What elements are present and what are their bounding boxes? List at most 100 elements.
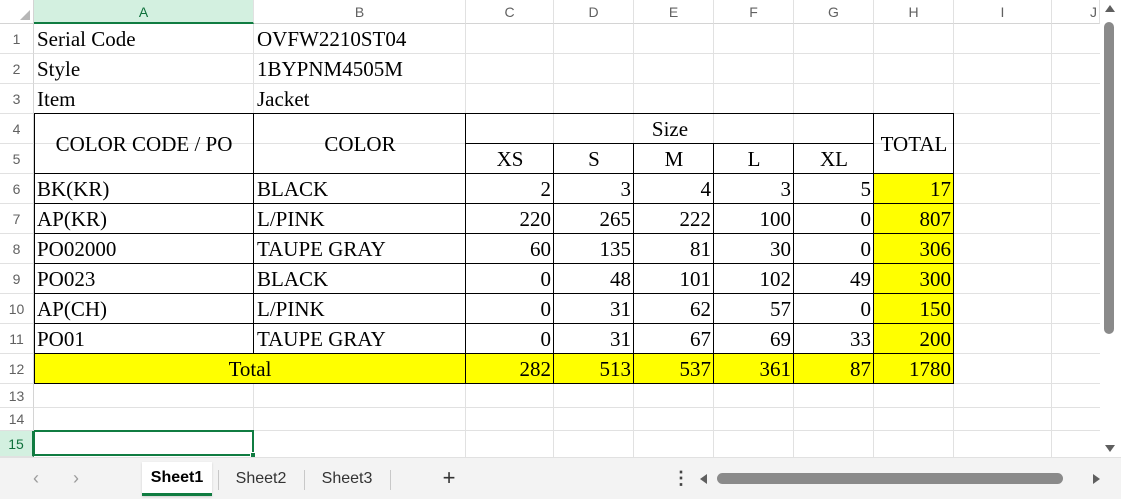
vertical-scroll-thumb[interactable] [1104,22,1114,334]
table-row-code[interactable]: PO02000 [37,236,117,261]
table-row-color[interactable]: L/PINK [257,296,325,321]
table-row-m[interactable]: 101 [679,266,712,291]
row-header-15[interactable]: 15 [0,431,34,457]
row-header-7[interactable]: 7 [0,204,34,234]
cell-style-label[interactable]: Style [37,56,81,81]
totals-s[interactable]: 513 [599,356,632,381]
scroll-down-icon[interactable] [1105,445,1115,452]
table-row-total[interactable]: 300 [919,266,952,291]
table-row-xl[interactable]: 0 [860,236,872,261]
table-row-m[interactable]: 62 [690,296,711,321]
totals-xl[interactable]: 87 [850,356,871,381]
next-sheet-icon[interactable]: › [73,468,79,488]
row-header-11[interactable]: 11 [0,324,34,354]
scroll-left-icon[interactable] [700,474,707,484]
add-sheet-icon[interactable]: + [442,465,456,490]
table-row-code[interactable]: PO023 [37,266,96,291]
table-row-color[interactable]: TAUPE GRAY [257,326,386,351]
column-header-i[interactable]: I [954,0,1052,24]
horizontal-scroll-thumb[interactable] [717,473,1063,484]
select-all-button[interactable] [0,0,34,24]
row-header-2[interactable]: 2 [0,54,34,84]
cell-item-label[interactable]: Item [37,86,76,111]
table-row-l[interactable]: 57 [770,296,791,321]
cell-style-value[interactable]: 1BYPNM4505M [257,56,403,81]
table-row-code[interactable]: PO01 [37,326,85,351]
table-row-s[interactable]: 3 [620,176,632,201]
row-header-6[interactable]: 6 [0,174,34,204]
header-color-code-po[interactable]: COLOR CODE / PO [55,131,233,156]
row-header-8[interactable]: 8 [0,234,34,264]
table-row-color[interactable]: BLACK [257,176,329,201]
table-row-s[interactable]: 48 [610,266,631,291]
table-row-color[interactable]: BLACK [257,266,329,291]
table-row-s[interactable]: 31 [610,326,631,351]
vertical-scrollbar[interactable] [1100,0,1121,457]
table-row-xl[interactable]: 0 [860,206,872,231]
row-header-1[interactable]: 1 [0,24,34,54]
table-row-total[interactable]: 200 [919,326,952,351]
table-row-total[interactable]: 17 [930,176,951,201]
table-row-total[interactable]: 807 [919,206,952,231]
totals-xs[interactable]: 282 [519,356,552,381]
header-size-l[interactable]: L [747,146,761,171]
row-header-3[interactable]: 3 [0,84,34,114]
table-row-code[interactable]: AP(CH) [37,296,108,321]
row-header-5[interactable]: 5 [0,144,34,174]
scroll-right-icon[interactable] [1093,474,1100,484]
column-header-j[interactable]: J [1052,0,1100,24]
totals-grand-total[interactable]: 1780 [909,356,951,381]
header-size-xs[interactable]: XS [496,146,524,171]
header-total[interactable]: TOTAL [880,131,948,156]
column-header-g[interactable]: G [794,0,874,24]
totals-label[interactable]: Total [228,356,272,381]
totals-m[interactable]: 537 [679,356,712,381]
table-row-xs[interactable]: 60 [530,236,551,261]
tab-sheet2[interactable]: Sheet2 [235,470,287,487]
row-header-13[interactable]: 13 [0,384,34,408]
table-row-s[interactable]: 265 [599,206,632,231]
table-row-color[interactable]: TAUPE GRAY [257,236,386,261]
totals-l[interactable]: 361 [759,356,792,381]
table-row-xs[interactable]: 220 [519,206,552,231]
table-row-l[interactable]: 102 [759,266,792,291]
header-size[interactable]: Size [651,116,689,141]
table-row-xs[interactable]: 0 [540,326,552,351]
table-row-total[interactable]: 306 [919,236,952,261]
table-row-l[interactable]: 69 [770,326,791,351]
table-row-code[interactable]: AP(KR) [37,206,108,231]
tab-sheet3[interactable]: Sheet3 [321,470,373,487]
table-row-xs[interactable]: 2 [540,176,552,201]
row-header-10[interactable]: 10 [0,294,34,324]
table-row-l[interactable]: 3 [780,176,792,201]
cell-grid[interactable]: Serial Code OVFW2210ST04 Style 1BYPNM450… [34,24,1100,457]
row-header-9[interactable]: 9 [0,264,34,294]
table-row-total[interactable]: 150 [919,296,952,321]
table-row-m[interactable]: 81 [690,236,711,261]
scroll-up-icon[interactable] [1105,5,1115,12]
table-row-code[interactable]: BK(KR) [37,176,110,201]
table-row-xs[interactable]: 0 [540,296,552,321]
column-header-c[interactable]: C [466,0,554,24]
table-row-s[interactable]: 135 [599,236,632,261]
row-header-4[interactable]: 4 [0,114,34,144]
tab-sheet1[interactable]: Sheet1 [142,462,212,496]
table-row-color[interactable]: L/PINK [257,206,325,231]
active-cell-selection[interactable] [34,430,256,457]
cell-item-value[interactable]: Jacket [257,86,310,111]
column-header-h[interactable]: H [874,0,954,24]
row-header-14[interactable]: 14 [0,408,34,431]
column-header-a[interactable]: A [34,0,254,24]
table-row-l[interactable]: 30 [770,236,791,261]
header-color[interactable]: COLOR [324,131,396,156]
table-row-xl[interactable]: 0 [860,296,872,321]
column-header-b[interactable]: B [254,0,466,24]
table-row-xl[interactable]: 5 [860,176,872,201]
table-row-xs[interactable]: 0 [540,266,552,291]
table-row-m[interactable]: 222 [679,206,712,231]
cell-serial-label[interactable]: Serial Code [37,26,136,51]
table-row-xl[interactable]: 33 [850,326,871,351]
more-options-icon[interactable]: ⋮ [672,468,690,488]
column-header-d[interactable]: D [554,0,634,24]
row-header-12[interactable]: 12 [0,354,34,384]
